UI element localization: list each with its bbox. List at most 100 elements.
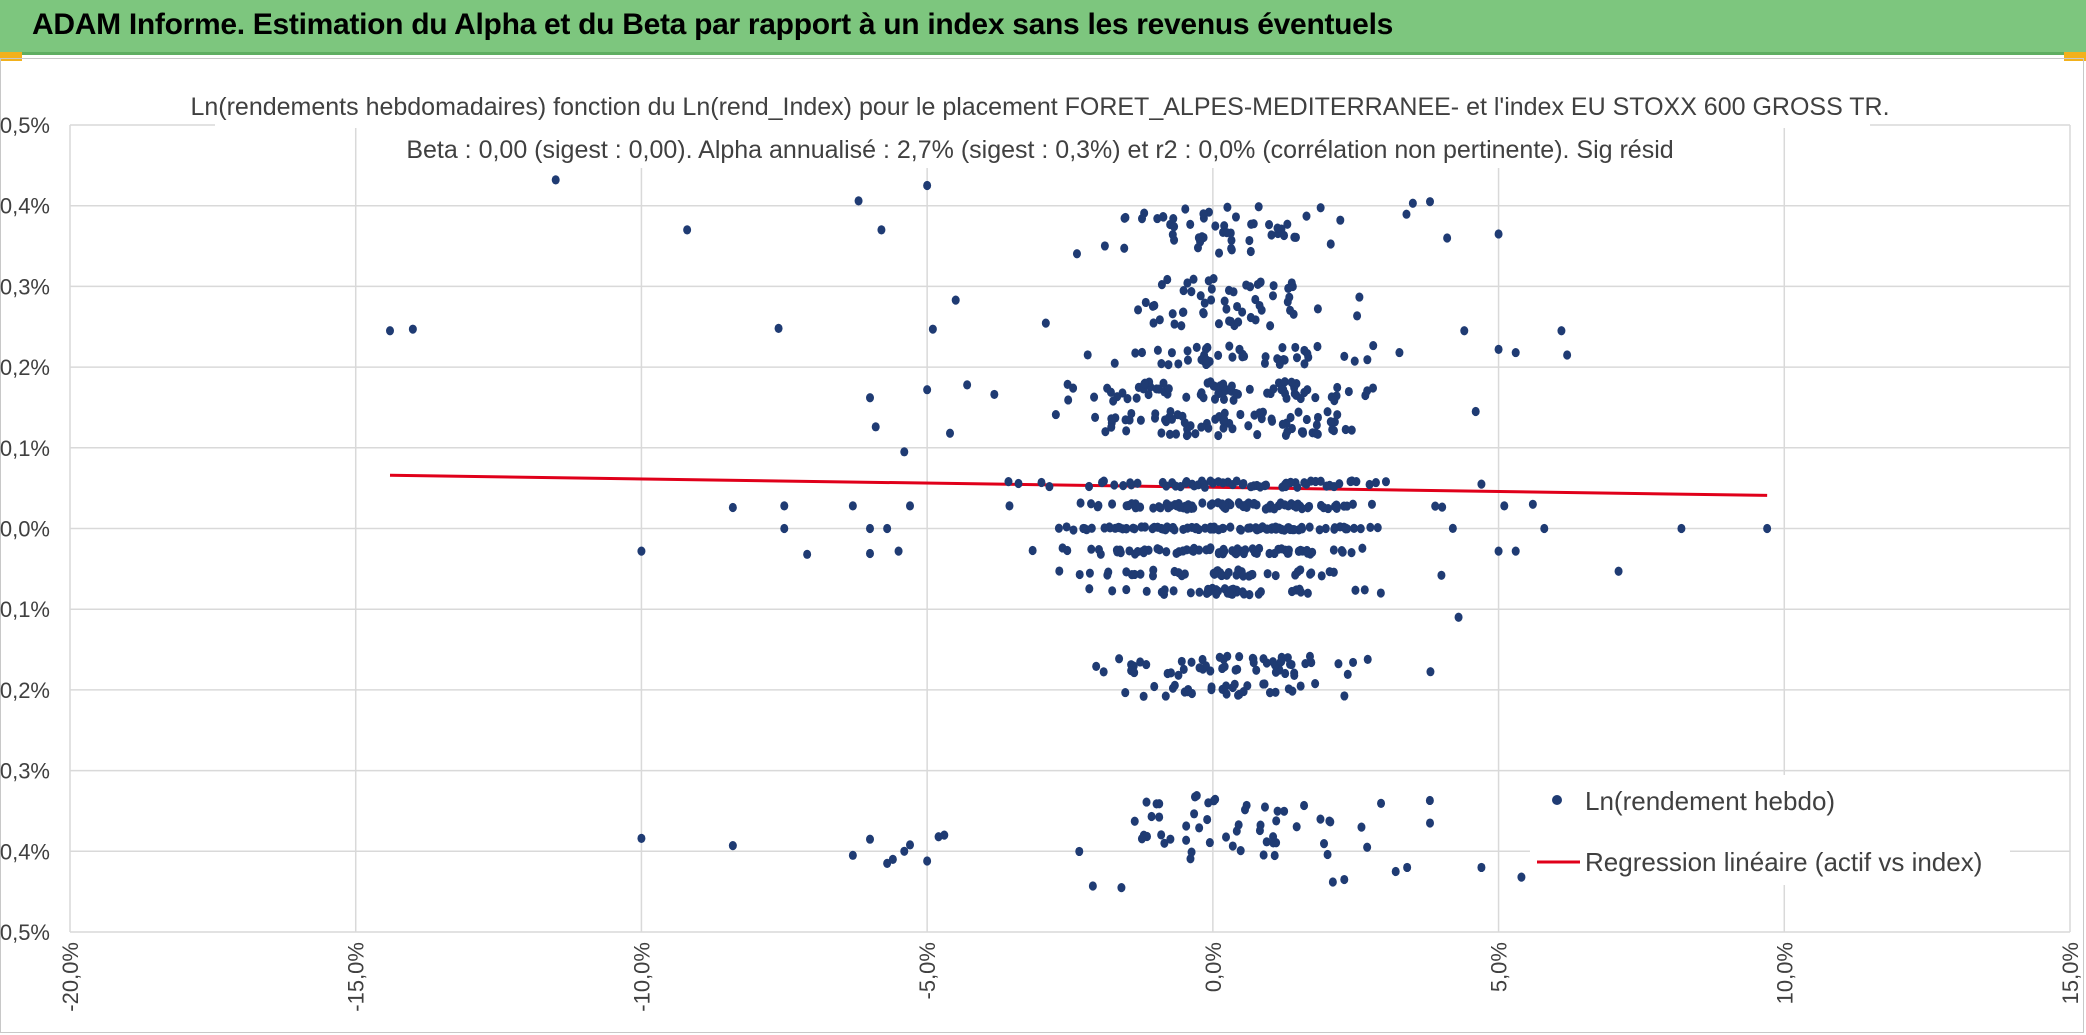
x-tick-label: 0,0% [1201, 942, 1226, 992]
data-point [1174, 670, 1183, 680]
data-point [1231, 388, 1240, 399]
data-point [1162, 481, 1171, 491]
data-point [1557, 326, 1566, 336]
data-point [1344, 386, 1353, 397]
data-point [894, 546, 903, 556]
data-point [1285, 292, 1294, 302]
data-point [1214, 350, 1223, 361]
data-point [1179, 285, 1188, 296]
data-point [1122, 584, 1131, 595]
data-point [1161, 691, 1170, 701]
data-point [1338, 547, 1347, 557]
data-point [1051, 409, 1060, 420]
data-point [1169, 586, 1178, 596]
data-point [1222, 681, 1231, 691]
data-point [1316, 814, 1325, 824]
data-point [1181, 478, 1190, 488]
data-point [1302, 211, 1311, 221]
data-point [1005, 501, 1014, 511]
data-point [1395, 347, 1404, 358]
data-point [1223, 202, 1232, 212]
data-point [1266, 321, 1275, 331]
data-point [1500, 501, 1509, 511]
data-point [1273, 354, 1282, 364]
data-point [1360, 585, 1369, 595]
data-point [1170, 680, 1179, 690]
data-point [1494, 344, 1503, 354]
data-point [1369, 340, 1378, 351]
y-tick-label: 0,4% [0, 194, 50, 219]
data-point [1206, 476, 1215, 486]
data-point [1136, 502, 1145, 512]
data-point [1091, 412, 1100, 422]
legend: Ln(rendement hebdo) Regression linéaire … [1530, 775, 2010, 885]
data-point [1426, 197, 1434, 207]
data-point [1165, 429, 1174, 439]
data-point [1055, 566, 1064, 576]
data-point [1195, 823, 1204, 833]
data-point [1220, 296, 1229, 306]
data-point [1263, 388, 1272, 398]
regression-line [389, 473, 1768, 497]
data-point [1363, 654, 1372, 664]
data-point [1265, 220, 1274, 230]
data-point [1064, 395, 1073, 405]
data-point [1356, 524, 1365, 534]
data-point [1137, 522, 1146, 532]
data-point [1448, 523, 1457, 533]
data-point [1358, 543, 1367, 553]
data-point [900, 846, 909, 856]
data-point [1316, 476, 1325, 486]
data-point [1229, 287, 1238, 297]
data-point [1144, 389, 1153, 400]
data-point [1222, 832, 1231, 842]
data-point [1155, 315, 1164, 325]
data-point [1263, 569, 1272, 579]
data-point [1166, 834, 1175, 844]
data-point [683, 225, 692, 235]
data-point [1283, 427, 1292, 437]
data-point [1179, 524, 1188, 535]
data-point [551, 175, 560, 185]
data-point [1169, 524, 1178, 534]
data-point [1117, 883, 1126, 893]
data-point [1132, 393, 1141, 403]
data-point [1107, 422, 1116, 432]
data-point [1028, 545, 1037, 556]
data-point [1280, 230, 1289, 241]
data-point [1199, 209, 1208, 219]
data-point [1174, 568, 1183, 578]
data-point [1262, 658, 1271, 668]
data-point [1181, 204, 1190, 214]
data-point [1134, 305, 1143, 315]
data-point [386, 326, 394, 336]
data-point [1228, 352, 1237, 362]
data-point [1206, 522, 1215, 532]
data-point [1160, 585, 1169, 595]
data-point [1101, 427, 1110, 437]
data-point [1138, 214, 1147, 224]
data-point [780, 501, 789, 511]
data-point [1149, 503, 1158, 513]
data-point [866, 523, 874, 534]
data-point [1230, 679, 1239, 689]
data-point [1096, 549, 1105, 559]
data-point [1164, 384, 1173, 394]
data-point [1305, 522, 1314, 532]
data-point [803, 549, 812, 559]
data-point [1203, 814, 1212, 825]
data-point [1189, 274, 1198, 284]
data-point [1201, 344, 1210, 354]
data-point [1219, 423, 1228, 433]
data-point [1246, 312, 1255, 323]
data-point [1244, 523, 1253, 533]
x-tick-label: -20,0% [58, 942, 83, 1012]
data-point [1246, 482, 1255, 492]
data-point [1124, 500, 1133, 511]
data-point [1253, 279, 1262, 290]
data-point [1045, 481, 1054, 492]
data-point [1271, 570, 1280, 581]
data-point [1247, 219, 1256, 229]
data-point [1305, 501, 1314, 512]
data-point [1204, 584, 1213, 595]
